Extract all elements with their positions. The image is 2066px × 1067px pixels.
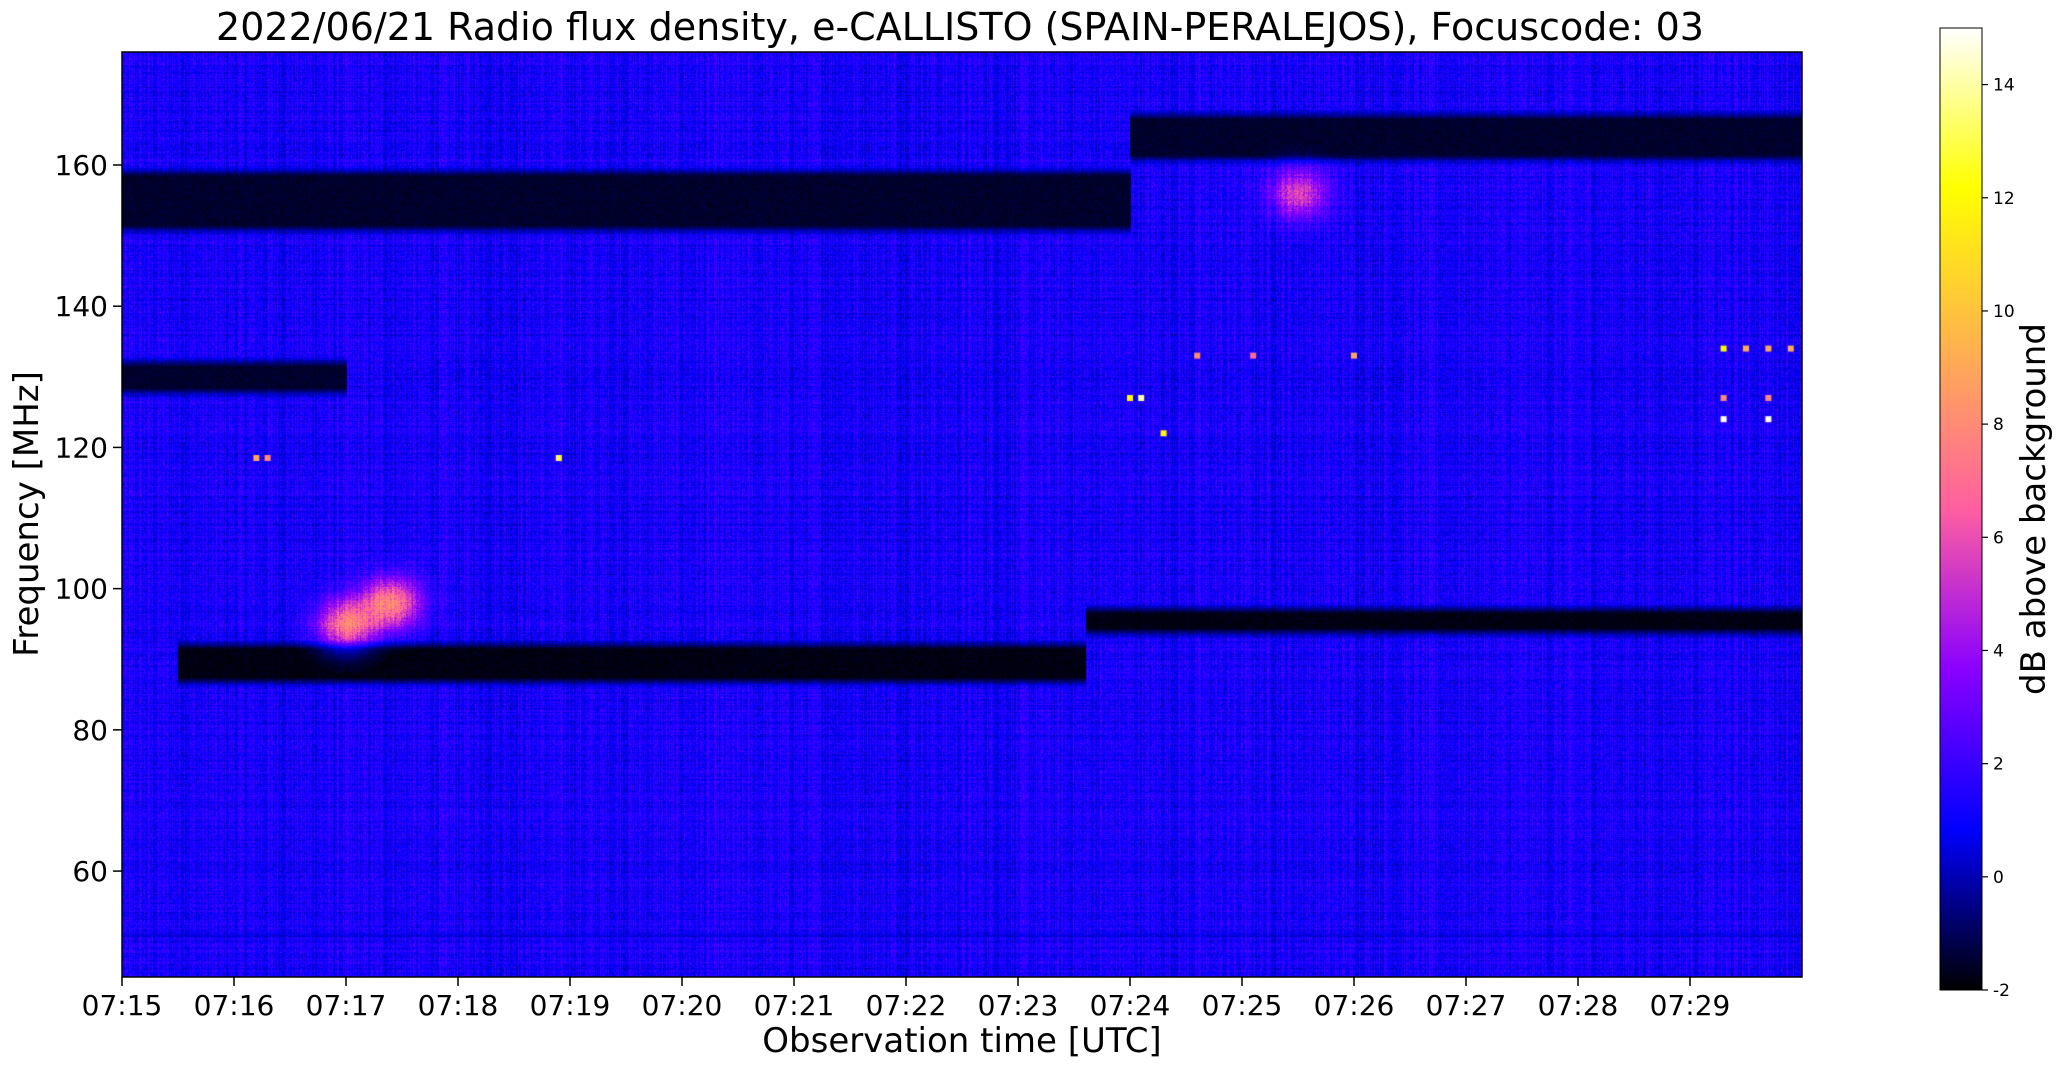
colorbar-label: dB above background bbox=[2014, 323, 2054, 695]
x-tick-label: 07:15 bbox=[82, 989, 163, 1022]
colorbar-tick-label: -2 bbox=[1993, 981, 2010, 1001]
colorbar-tick-label: 2 bbox=[1993, 755, 2004, 775]
colorbar-tick-label: 4 bbox=[1993, 641, 2004, 661]
colorbar-tick-label: 14 bbox=[1993, 76, 2015, 96]
x-axis: 07:15 07:16 07:17 07:18 07:19 07:20 07:21 07:22… bbox=[82, 977, 1731, 1022]
x-tick-label: 07:28 bbox=[1538, 989, 1619, 1022]
y-tick-label: 80 bbox=[72, 714, 108, 747]
x-tick-label: 07:22 bbox=[866, 989, 947, 1022]
plot-frame bbox=[121, 51, 1803, 978]
y-tick-label: 140 bbox=[55, 290, 108, 323]
y-tick-label: 60 bbox=[72, 855, 108, 888]
x-tick-label: 07:29 bbox=[1650, 989, 1731, 1022]
x-tick-label: 07:27 bbox=[1426, 989, 1507, 1022]
x-tick-label: 07:18 bbox=[418, 989, 499, 1022]
colorbar-tick-label: 10 bbox=[1993, 302, 2015, 322]
x-tick-label: 07:20 bbox=[642, 989, 723, 1022]
x-axis-label: Observation time [UTC] bbox=[762, 1021, 1161, 1061]
y-tick-label: 120 bbox=[55, 431, 108, 464]
x-tick-label: 07:19 bbox=[530, 989, 611, 1022]
y-axis-label: Frequency [MHz] bbox=[7, 371, 47, 657]
colorbar-tick-label: 12 bbox=[1993, 189, 2015, 209]
chart-title: 2022/06/21 Radio flux density, e-CALLIST… bbox=[216, 5, 1704, 49]
colorbar bbox=[1939, 27, 1983, 991]
colorbar-tick-label: 0 bbox=[1993, 868, 2004, 888]
x-tick-label: 07:26 bbox=[1314, 989, 1395, 1022]
y-tick-label: 100 bbox=[55, 573, 108, 606]
colorbar-axis: -2 0 2 4 6 8 10 12 14 bbox=[1982, 76, 2015, 1001]
colorbar-tick-label: 8 bbox=[1993, 415, 2004, 435]
x-tick-label: 07:17 bbox=[306, 989, 387, 1022]
y-tick-label: 160 bbox=[55, 149, 108, 182]
x-tick-label: 07:24 bbox=[1090, 989, 1171, 1022]
x-tick-label: 07:21 bbox=[754, 989, 835, 1022]
spectrogram-plot-area bbox=[122, 52, 1802, 977]
x-tick-label: 07:25 bbox=[1202, 989, 1283, 1022]
y-axis: 60 80 100 120 140 160 bbox=[55, 149, 122, 888]
x-tick-label: 07:16 bbox=[194, 989, 275, 1022]
colorbar-tick-label: 6 bbox=[1993, 528, 2004, 548]
x-tick-label: 07:23 bbox=[978, 989, 1059, 1022]
